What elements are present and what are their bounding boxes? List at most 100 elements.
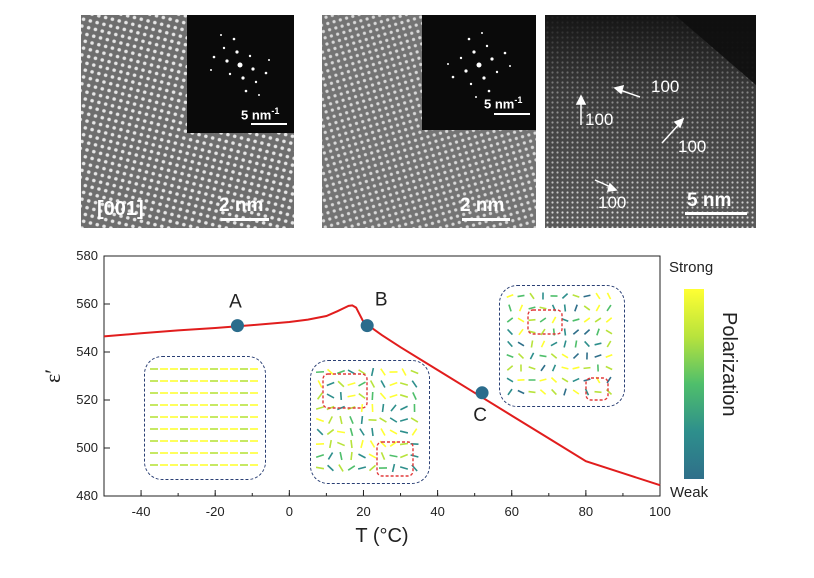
polarization-arrow [507, 378, 513, 382]
polarization-arrow [540, 318, 546, 322]
hrtem-panel-2: 5 nm-1 2 nm [322, 15, 536, 228]
polarization-arrow [573, 390, 579, 394]
polarization-arrow [606, 330, 612, 334]
colorbar-bottom-label: Weak [670, 484, 708, 501]
polarization-arrow [606, 318, 611, 322]
polarization-arrow [596, 293, 600, 299]
polarization-arrow [606, 390, 611, 395]
colorbar-top-label: Strong [669, 259, 713, 276]
polarization-arrow [390, 430, 397, 434]
scale-bar-label-3: 5 nm [687, 190, 731, 212]
domain-box [377, 442, 413, 476]
polarization-arrow [360, 429, 364, 436]
polarization-arrow [595, 392, 602, 393]
polarization-arrow [330, 440, 331, 448]
polarization-arrow [585, 341, 590, 346]
polarization-arrow [573, 295, 580, 297]
polarization-arrow [573, 330, 578, 335]
polarization-arrow [328, 465, 334, 470]
polarization-arrow [362, 416, 363, 424]
polarization-arrow [318, 380, 322, 387]
polarization-arrow [529, 392, 536, 393]
polarization-arrow [371, 380, 375, 387]
polarization-arrow [413, 392, 416, 399]
polarization-arrow [508, 329, 513, 334]
polarization-arrow [400, 431, 408, 433]
polarization-arrow [551, 342, 557, 345]
polarization-arrow [529, 367, 536, 369]
inset-scale-bar-1 [251, 123, 287, 125]
direction-label-1: 100 [651, 77, 679, 97]
polarization-arrow [597, 329, 599, 336]
polarization-arrow [507, 318, 513, 322]
direction-label-3: 100 [678, 137, 706, 157]
polarization-arrow [565, 305, 566, 312]
polarization-arrow [327, 383, 334, 386]
polarization-arrow [551, 354, 556, 358]
polarization-arrow [317, 429, 323, 435]
polarization-arrow [595, 355, 602, 357]
polarization-arrow [348, 395, 356, 396]
polarization-arrow [382, 404, 383, 412]
polarization-arrow [411, 371, 418, 374]
polarization-arrow [390, 418, 397, 422]
polarization-arrow [552, 317, 555, 323]
polarization-arrow [338, 381, 344, 387]
polarization-arrow [529, 320, 536, 321]
polarization-arrow [340, 416, 342, 424]
polarization-arrow [400, 419, 408, 421]
polarization-arrow [540, 355, 547, 356]
polarization-arrow [400, 467, 408, 469]
polarization-arrow [507, 355, 514, 357]
polarization-arrow [540, 379, 547, 381]
polarization-arrow [575, 305, 577, 312]
polarization-arrow [361, 440, 363, 448]
polarization-arrow [584, 330, 589, 335]
polarization-arrow [327, 394, 334, 398]
polarization-arrow [573, 379, 579, 382]
polarization-arrow [337, 431, 345, 432]
polarization-arrow [400, 395, 408, 397]
polarization-arrow [519, 329, 523, 335]
polarization-arrow [584, 379, 591, 381]
polarization-arrow [507, 295, 514, 298]
polarization-arrow [518, 342, 524, 346]
polarization-arrow [541, 365, 545, 371]
polarization-arrow [350, 416, 353, 423]
polarization-arrow [337, 371, 344, 374]
polarization-arrow [584, 318, 590, 322]
polarization-arrow [551, 378, 556, 383]
polarization-arrow [390, 455, 398, 456]
polarization-arrow [358, 467, 366, 469]
polarization-arrow [316, 467, 324, 468]
polarization-arrow [351, 440, 352, 448]
polarization-arrow [381, 429, 385, 436]
polarization-arrow [351, 452, 352, 460]
polarization-arrow [359, 394, 365, 399]
polarization-arrow [518, 318, 524, 322]
polarization-arrow [520, 305, 523, 311]
polarization-arrow [553, 365, 556, 371]
polarization-arrow [359, 382, 366, 386]
scale-bar-3 [685, 212, 747, 215]
polarization-arrow [381, 452, 384, 459]
inset-scale-label-1: 5 nm-1 [241, 106, 279, 122]
polarization-arrow [562, 367, 569, 369]
polarization-arrow [348, 466, 355, 470]
polarization-arrow [552, 389, 557, 394]
polarization-arrow [541, 341, 544, 347]
polarization-arrow [540, 307, 547, 309]
polarization-arrow [584, 295, 591, 296]
polarization-arrow [390, 383, 398, 386]
polarization-arrow [530, 353, 533, 359]
colorbar-gradient [684, 289, 704, 479]
polarization-arrow [327, 430, 333, 435]
scale-bar-label-1: 2 nm [219, 195, 263, 217]
polarization-arrow [573, 319, 580, 321]
polarization-arrow [400, 383, 408, 385]
polarization-arrow [519, 354, 524, 359]
polarization-arrow [411, 418, 418, 422]
polarization-arrow [562, 319, 568, 322]
polarization-arrow [606, 355, 613, 358]
polarization-arrow [575, 341, 576, 348]
